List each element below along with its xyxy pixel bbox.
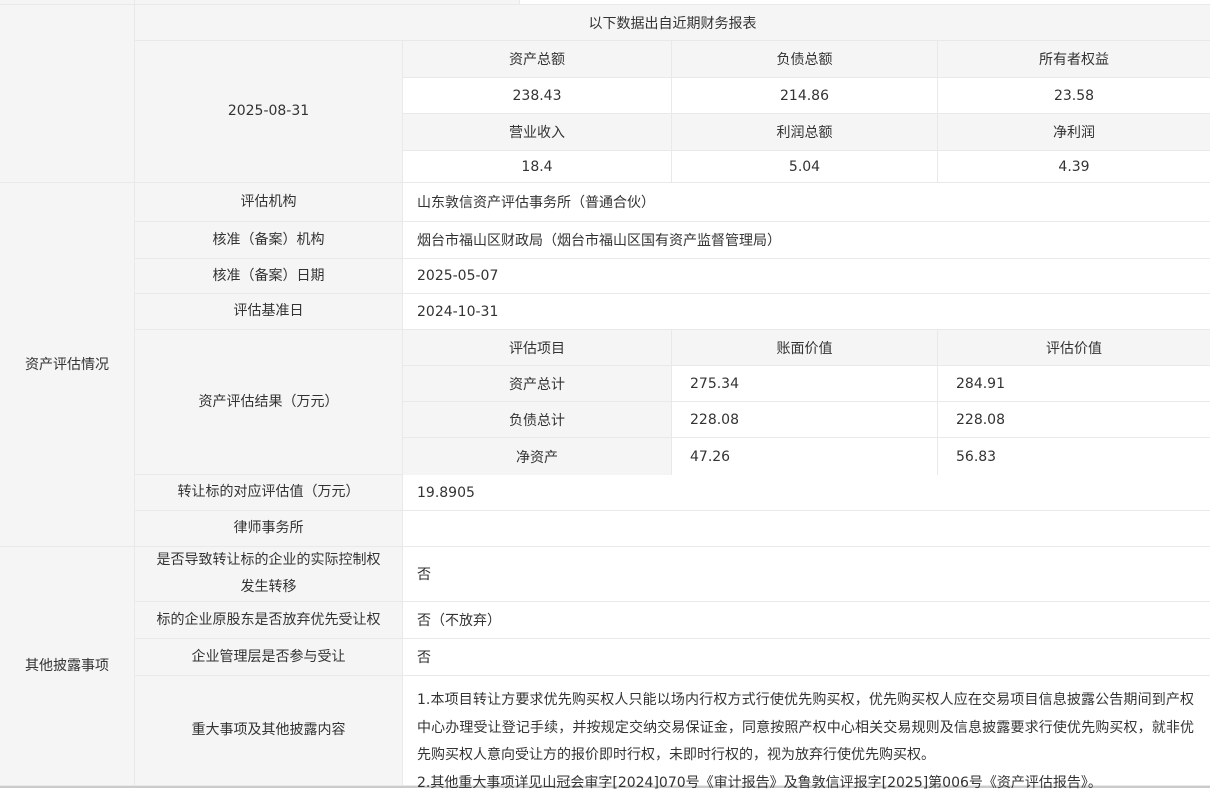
eval-table-value: 228.08	[672, 402, 938, 438]
eval-table-item: 负债总计	[403, 402, 672, 438]
eval-agency-label: 评估机构	[135, 183, 403, 221]
law-firm-label: 律师事务所	[135, 511, 403, 546]
transfer-eval-label: 转让标的对应评估值（万元）	[135, 475, 403, 510]
section-evaluation-title: 资产评估情况	[0, 183, 135, 546]
waive-preemption-label: 标的企业原股东是否放弃优先受让权	[135, 602, 403, 638]
base-date-label: 评估基准日	[135, 294, 403, 329]
management-participation-label: 企业管理层是否参与受让	[135, 639, 403, 675]
financial-value-cell: 23.58	[938, 78, 1210, 114]
financial-note: 以下数据出自近期财务报表	[135, 5, 1210, 41]
section-disclosure-title: 其他披露事项	[0, 547, 135, 785]
eval-table-item: 资产总计	[403, 366, 672, 402]
section-disclosure: 其他披露事项 是否导致转让标的企业的实际控制权发生转移 否 标的企业原股东是否放…	[0, 547, 1210, 791]
law-firm-value	[403, 511, 1210, 546]
base-date-value: 2024-10-31	[403, 294, 1210, 329]
eval-table-value: 47.26	[672, 438, 938, 475]
financial-header-cell: 负债总额	[672, 41, 938, 78]
financial-table: 资产总额 负债总额 所有者权益 238.43 214.86 23.58 营业收入…	[403, 41, 1210, 182]
financial-header-cell: 利润总额	[672, 114, 938, 151]
top-partial-value-cell	[520, 0, 1210, 4]
financial-value-cell: 4.39	[938, 151, 1210, 182]
section-evaluation: 资产评估情况 评估机构 山东敦信资产评估事务所（普通合伙） 核准（备案）机构 烟…	[0, 183, 1210, 547]
table-bottom-border	[0, 786, 1210, 788]
eval-table-value: 275.34	[672, 366, 938, 402]
major-item-2: 2.其他重大事项详见山冠会审字[2024]070号《审计报告》及鲁敦信评报字[2…	[417, 774, 1102, 791]
section-financial-side-cell	[0, 5, 135, 182]
financial-value-cell: 214.86	[672, 78, 938, 114]
approval-agency-value: 烟台市福山区财政局（烟台市福山区国有资产监督管理局）	[403, 222, 1210, 258]
financial-value-cell: 5.04	[672, 151, 938, 182]
eval-table-header: 评估价值	[938, 330, 1210, 366]
eval-table-header: 账面价值	[672, 330, 938, 366]
management-participation-value: 否	[403, 639, 1210, 675]
control-transfer-value: 否	[403, 547, 1210, 601]
eval-table-header: 评估项目	[403, 330, 672, 366]
financial-value-cell: 238.43	[403, 78, 672, 114]
top-partial-section-cell	[0, 0, 135, 4]
eval-table-value: 228.08	[938, 402, 1210, 438]
financial-header-cell: 营业收入	[403, 114, 672, 151]
section-financial: 以下数据出自近期财务报表 2025-08-31 资产总额 负债总额 所有者权益 …	[0, 5, 1210, 183]
financial-value-cell: 18.4	[403, 151, 672, 182]
financial-header-cell: 所有者权益	[938, 41, 1210, 78]
eval-result-label: 资产评估结果（万元）	[135, 330, 403, 474]
major-item-1: 1.本项目转让方要求优先购买权人只能以场内行权方式行使优先购买权，优先购买权人应…	[417, 692, 1194, 763]
major-items-label: 重大事项及其他披露内容	[135, 676, 403, 785]
eval-table-value: 284.91	[938, 366, 1210, 402]
financial-header-cell: 净利润	[938, 114, 1210, 151]
approval-agency-label: 核准（备案）机构	[135, 222, 403, 258]
top-partial-row	[0, 0, 1210, 5]
financial-header-cell: 资产总额	[403, 41, 672, 78]
eval-result-table: 评估项目 账面价值 评估价值 资产总计 275.34 284.91 负债总计 2…	[403, 330, 1210, 475]
transfer-eval-value: 19.8905	[403, 475, 1210, 510]
eval-table-value: 56.83	[938, 438, 1210, 475]
approval-date-value: 2025-05-07	[403, 259, 1210, 293]
major-items-content: 1.本项目转让方要求优先购买权人只能以场内行权方式行使优先购买权，优先购买权人应…	[403, 676, 1210, 791]
top-partial-label-cell	[135, 0, 520, 4]
control-transfer-label: 是否导致转让标的企业的实际控制权发生转移	[135, 547, 403, 601]
approval-date-label: 核准（备案）日期	[135, 259, 403, 293]
financial-date-cell: 2025-08-31	[135, 41, 403, 182]
waive-preemption-value: 否（不放弃）	[403, 602, 1210, 638]
eval-table-item: 净资产	[403, 438, 672, 475]
eval-agency-value: 山东敦信资产评估事务所（普通合伙）	[403, 183, 1210, 221]
